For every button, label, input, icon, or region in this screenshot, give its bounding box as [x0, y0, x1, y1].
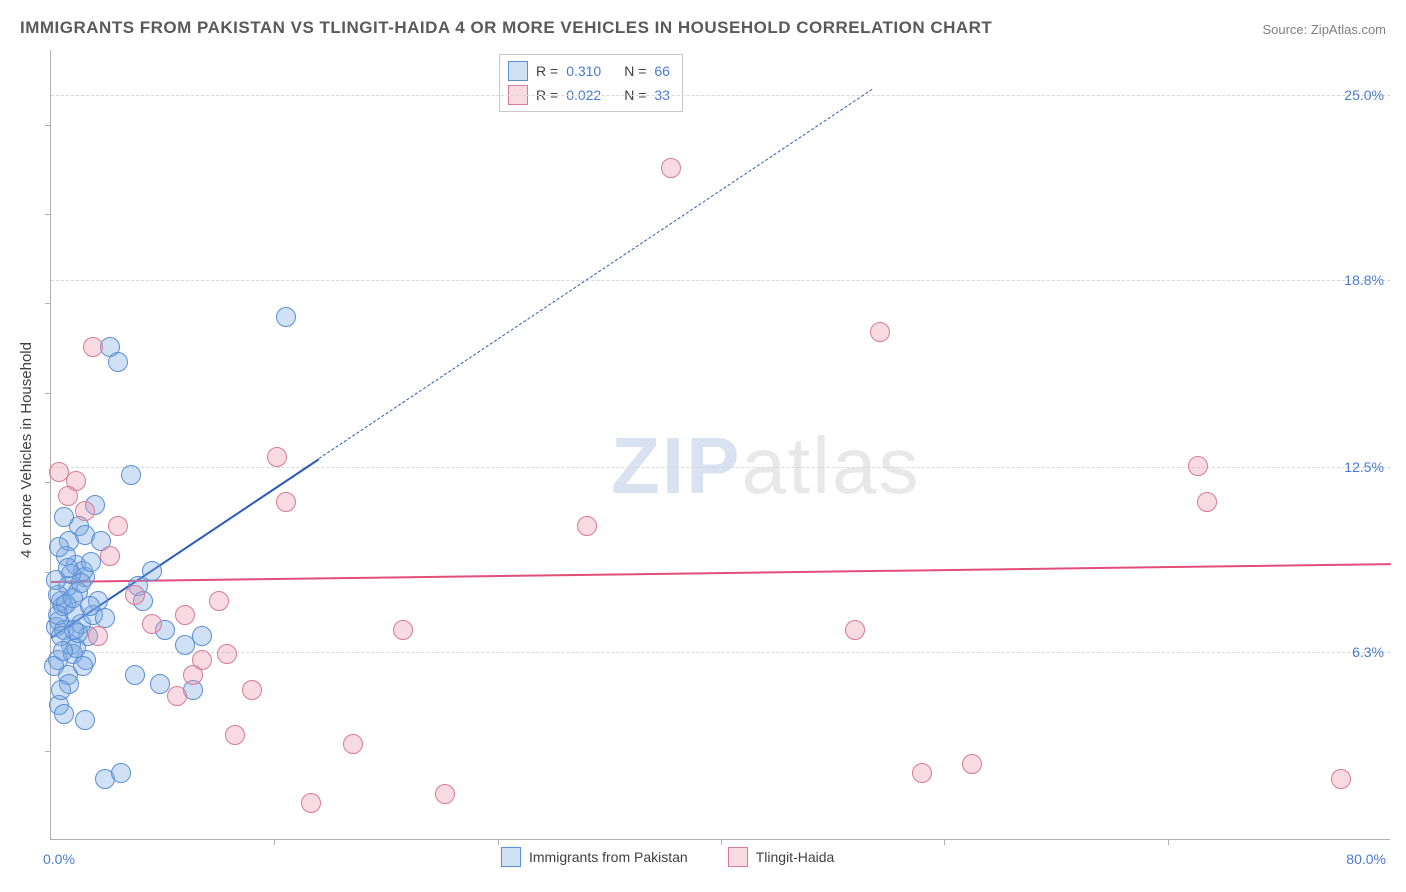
legend-r-value: 0.310 — [566, 63, 616, 79]
gridline — [51, 652, 1390, 653]
legend-swatch — [501, 847, 521, 867]
data-point — [80, 596, 100, 616]
data-point — [661, 158, 681, 178]
data-point — [111, 763, 131, 783]
data-point — [83, 337, 103, 357]
x-tick — [498, 839, 499, 845]
correlation-legend: R =0.310N =66R =0.022N =33 — [499, 54, 683, 112]
data-point — [209, 591, 229, 611]
legend-swatch — [508, 61, 528, 81]
data-point — [1188, 456, 1208, 476]
x-tick — [721, 839, 722, 845]
data-point — [49, 537, 69, 557]
data-point — [435, 784, 455, 804]
source-label: Source: ZipAtlas.com — [1262, 22, 1386, 37]
data-point — [108, 352, 128, 372]
data-point — [54, 507, 74, 527]
data-point — [217, 644, 237, 664]
data-point — [58, 558, 78, 578]
y-tick-label: 6.3% — [1352, 644, 1384, 660]
data-point — [121, 465, 141, 485]
data-point — [53, 641, 73, 661]
legend-n-value: 66 — [654, 63, 670, 79]
data-point — [343, 734, 363, 754]
legend-swatch — [728, 847, 748, 867]
y-tick — [45, 303, 51, 304]
data-point — [870, 322, 890, 342]
gridline — [51, 280, 1390, 281]
data-point — [81, 552, 101, 572]
data-point — [301, 793, 321, 813]
series-name: Immigrants from Pakistan — [529, 849, 688, 865]
data-point — [276, 307, 296, 327]
data-point — [48, 605, 68, 625]
data-point — [577, 516, 597, 536]
y-tick — [45, 214, 51, 215]
legend-row: R = 0.310 N = 66 — [508, 59, 670, 83]
y-tick-label: 12.5% — [1344, 459, 1384, 475]
data-point — [183, 665, 203, 685]
data-point — [393, 620, 413, 640]
data-point — [1331, 769, 1351, 789]
data-point — [108, 516, 128, 536]
y-tick — [45, 751, 51, 752]
gridline — [51, 95, 1390, 96]
x-tick — [1168, 839, 1169, 845]
data-point — [125, 665, 145, 685]
y-axis-title: 4 or more Vehicles in Household — [18, 342, 35, 558]
data-point — [225, 725, 245, 745]
data-point — [49, 462, 69, 482]
y-tick-label: 18.8% — [1344, 272, 1384, 288]
data-point — [51, 680, 71, 700]
data-point — [242, 680, 262, 700]
data-point — [54, 704, 74, 724]
trend-line-dashed — [319, 90, 872, 460]
y-tick — [45, 393, 51, 394]
data-point — [73, 656, 93, 676]
y-tick — [45, 125, 51, 126]
data-point — [75, 710, 95, 730]
data-point — [912, 763, 932, 783]
data-point — [142, 614, 162, 634]
data-point — [845, 620, 865, 640]
x-axis-min: 0.0% — [43, 851, 75, 867]
data-point — [167, 686, 187, 706]
data-point — [175, 605, 195, 625]
data-point — [267, 447, 287, 467]
data-point — [64, 620, 84, 640]
data-point — [100, 546, 120, 566]
trend-line — [51, 563, 1391, 583]
data-point — [1197, 492, 1217, 512]
x-tick — [274, 839, 275, 845]
bottom-legend-item: Immigrants from Pakistan — [501, 847, 688, 867]
data-point — [88, 626, 108, 646]
bottom-legend-item: Tlingit-Haida — [728, 847, 835, 867]
plot-area: ZIPatlas R =0.310N =66R =0.022N =33 0.0%… — [50, 50, 1390, 840]
y-tick-label: 25.0% — [1344, 87, 1384, 103]
series-legend: Immigrants from Pakistan Tlingit-Haida — [501, 847, 834, 867]
data-point — [192, 626, 212, 646]
y-tick — [45, 482, 51, 483]
legend-r-label: R = — [536, 63, 558, 79]
x-tick — [944, 839, 945, 845]
data-point — [962, 754, 982, 774]
data-point — [75, 501, 95, 521]
legend-n-label: N = — [624, 63, 646, 79]
chart-title: IMMIGRANTS FROM PAKISTAN VS TLINGIT-HAID… — [20, 18, 992, 38]
data-point — [58, 486, 78, 506]
data-point — [142, 561, 162, 581]
data-point — [276, 492, 296, 512]
watermark: ZIPatlas — [611, 420, 920, 512]
series-name: Tlingit-Haida — [756, 849, 835, 865]
data-point — [125, 585, 145, 605]
x-axis-max: 80.0% — [1346, 851, 1386, 867]
